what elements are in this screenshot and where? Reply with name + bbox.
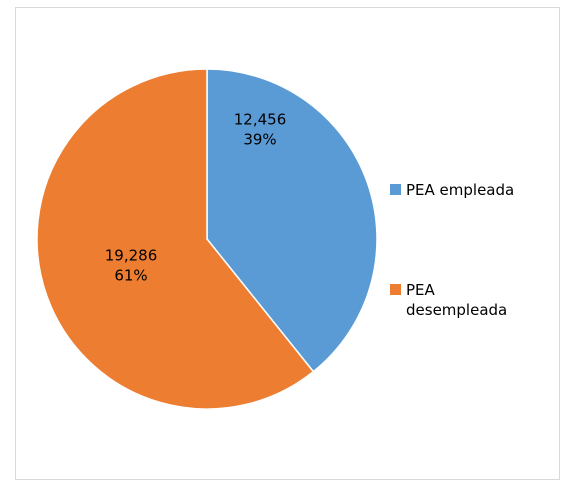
pie-slice [206,68,378,373]
legend-label: PEA empleada [406,181,515,199]
percent-label: 61% [114,267,147,285]
legend-item: PEA desempleada [390,280,524,320]
pie-slice [36,68,315,410]
legend-item: PEA empleada [390,180,524,200]
value-label: 19,286 [105,247,158,265]
percent-label: 39% [243,131,276,149]
value-label: 12,456 [234,111,287,129]
legend-swatch [390,284,401,295]
legend-swatch [390,184,401,195]
legend-label: PEA desempleada [406,281,508,319]
